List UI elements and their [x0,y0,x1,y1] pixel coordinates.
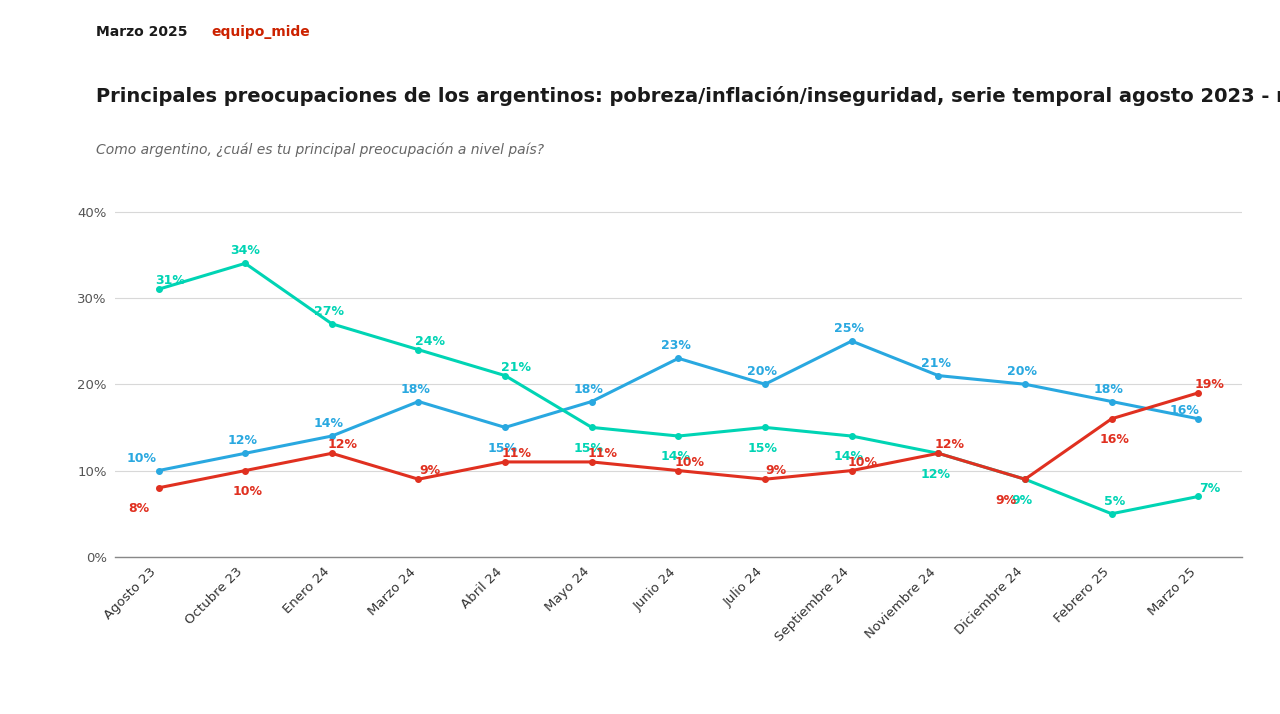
Text: 16%: 16% [1100,433,1129,446]
Text: 9%: 9% [1011,493,1033,506]
Text: 15%: 15% [748,442,777,455]
Text: 20%: 20% [748,366,777,378]
Text: 34%: 34% [230,244,260,257]
Text: 21%: 21% [920,356,951,370]
Text: Marzo 2025: Marzo 2025 [96,25,187,39]
Text: 15%: 15% [488,442,517,455]
Text: Principales preocupaciones de los argentinos: pobreza/inflación/inseguridad, ser: Principales preocupaciones de los argent… [96,86,1280,106]
Text: 27%: 27% [314,305,344,318]
Text: 11%: 11% [502,447,531,460]
Text: 8%: 8% [128,502,150,516]
Text: 10%: 10% [127,451,157,465]
Text: 10%: 10% [847,456,878,469]
Text: 9%: 9% [765,464,787,478]
Text: 12%: 12% [920,468,951,481]
Text: 19%: 19% [1194,378,1225,391]
Text: 23%: 23% [660,339,690,352]
Text: equipo_mide: equipo_mide [211,25,310,39]
Text: 9%: 9% [995,493,1016,506]
Text: 21%: 21% [502,361,531,373]
Text: 18%: 18% [573,383,604,396]
Text: 12%: 12% [228,434,257,447]
Text: 14%: 14% [660,451,691,463]
Text: Como argentino, ¿cuál es tu principal preocupación a nivel país?: Como argentino, ¿cuál es tu principal pr… [96,143,544,157]
Text: 24%: 24% [415,335,444,348]
Text: 15%: 15% [573,442,604,455]
Text: 16%: 16% [1170,404,1199,417]
Text: 10%: 10% [675,456,704,469]
Text: 18%: 18% [1094,383,1124,396]
Text: 10%: 10% [233,485,262,498]
Text: 12%: 12% [934,438,964,451]
Text: 5%: 5% [1103,495,1125,508]
Text: 25%: 25% [833,322,864,335]
Text: 31%: 31% [155,274,184,288]
Text: 7%: 7% [1199,482,1220,495]
Text: 14%: 14% [314,417,344,430]
Text: 11%: 11% [588,447,618,460]
Text: 20%: 20% [1007,366,1037,378]
Text: 9%: 9% [419,464,440,478]
Text: 18%: 18% [401,383,430,396]
Text: 12%: 12% [328,438,358,451]
Text: 14%: 14% [833,451,864,463]
